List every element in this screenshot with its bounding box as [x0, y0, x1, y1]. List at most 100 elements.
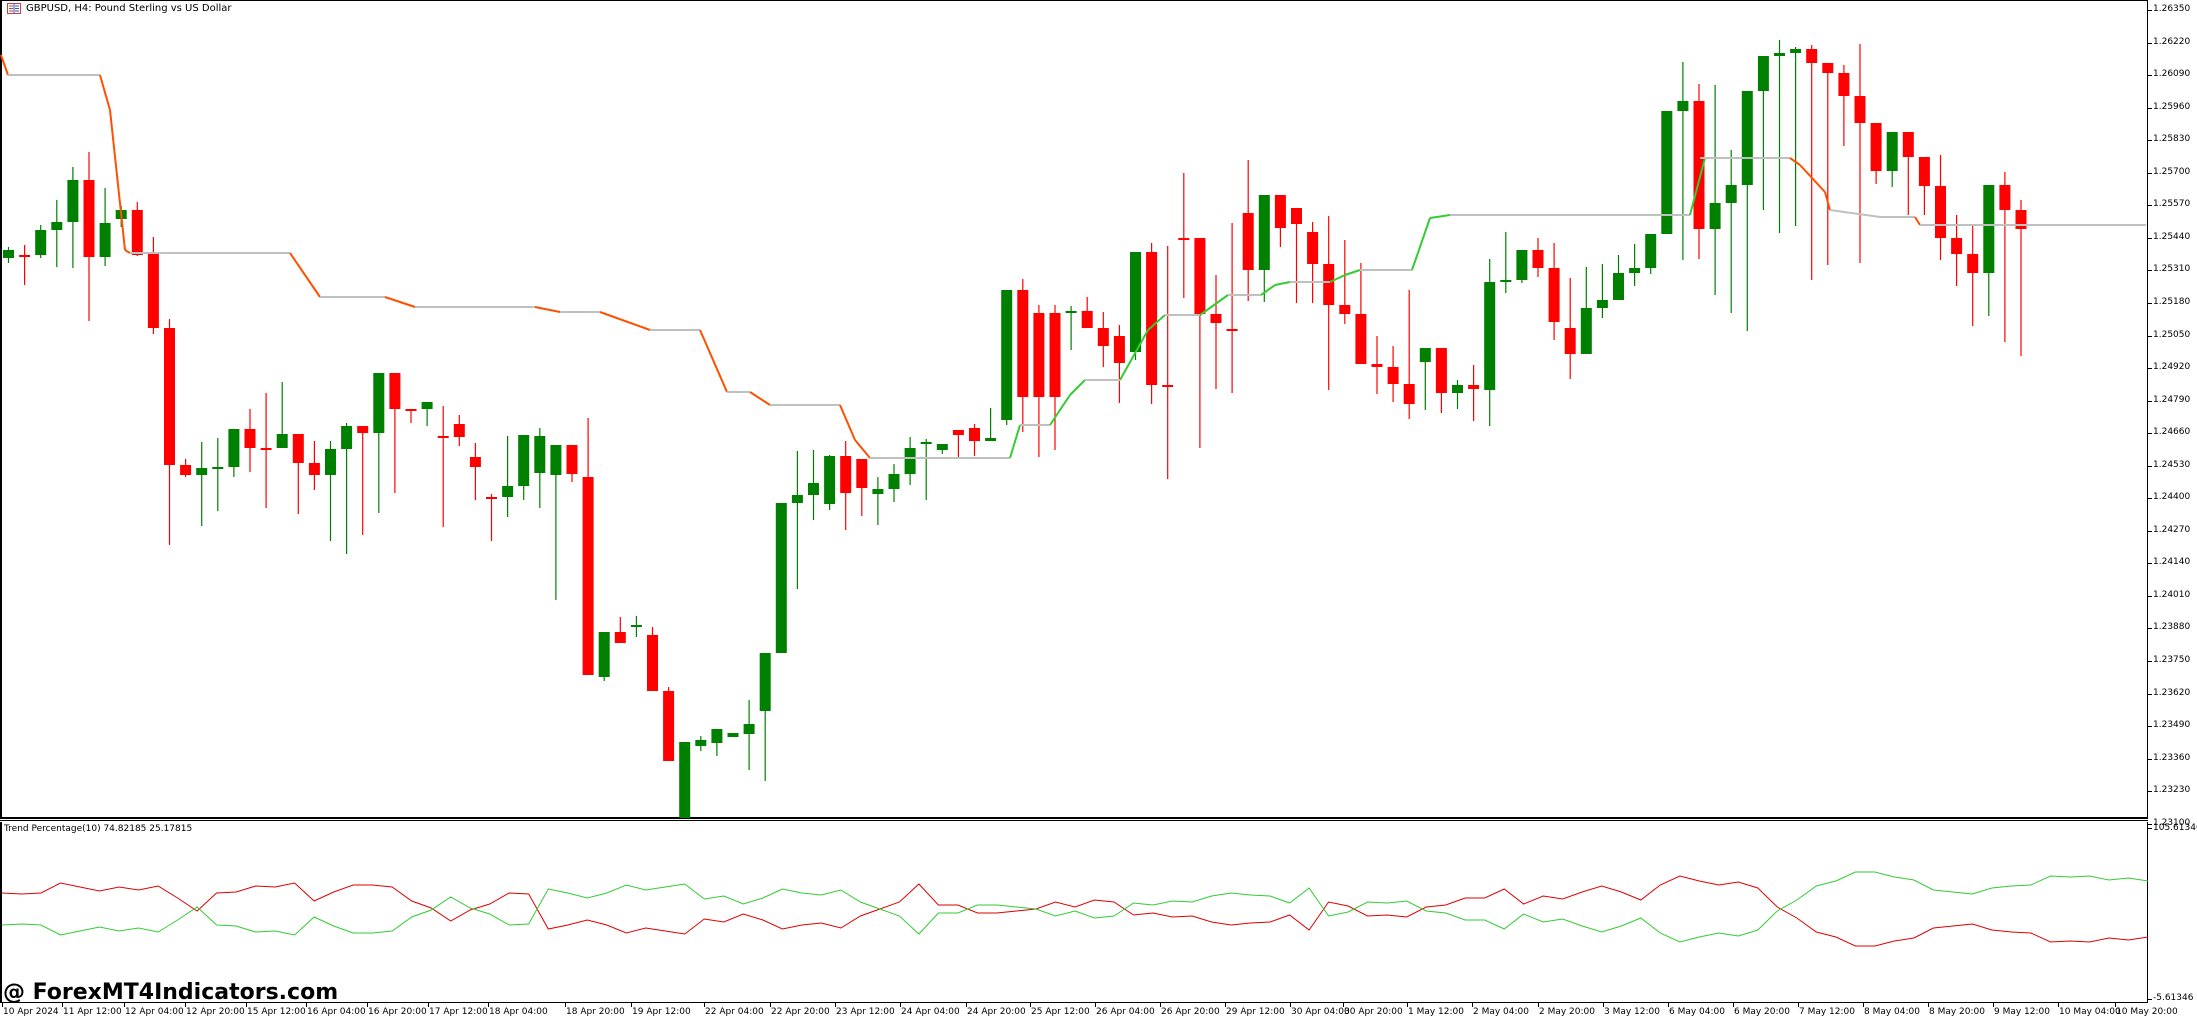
time-label: 22 Apr 20:00 [771, 1007, 830, 1017]
bull-candle [985, 438, 997, 441]
price-label: 1.25700 [2153, 167, 2191, 177]
bear-candle [1822, 63, 1834, 73]
price-tick [2148, 726, 2152, 727]
chart-title-text: GBPUSD, H4: Pound Sterling vs US Dollar [26, 3, 232, 14]
bull-candle [1774, 53, 1785, 56]
time-label: 23 Apr 12:00 [836, 1007, 895, 1017]
bear-candle [1033, 313, 1045, 397]
bull-candle [196, 468, 208, 475]
time-label: 16 Apr 20:00 [368, 1007, 427, 1017]
bear-candle [1049, 313, 1061, 397]
time-tick [1030, 1003, 1031, 1007]
price-tick [2148, 75, 2152, 76]
trend-percentage-chart [1, 871, 2148, 947]
indicator-min-tick [2148, 999, 2152, 1000]
time-tick [631, 1003, 632, 1007]
time-label: 2 May 20:00 [1539, 1007, 1595, 1017]
bull-candle [212, 467, 224, 469]
bull-candle [1258, 195, 1270, 270]
price-label: 1.25050 [2153, 330, 2191, 340]
price-tick [2148, 759, 2152, 760]
bear-candle [856, 459, 868, 488]
bear-candle [1242, 213, 1254, 270]
bear-candle [1951, 238, 1963, 254]
bear-candle [582, 477, 594, 675]
time-tick [1343, 1003, 1344, 1007]
price-tick [2148, 43, 2152, 44]
bull-candle [743, 724, 755, 734]
price-label: 1.23100 [2153, 818, 2191, 828]
bull-candle [711, 729, 723, 743]
time-tick [62, 1003, 63, 1007]
bear-candle [952, 430, 964, 435]
time-label: 10 May 04:00 [2059, 1007, 2121, 1017]
bear-candle [1918, 157, 1930, 186]
bear-candle [566, 445, 578, 474]
time-tick [306, 1003, 307, 1007]
bull-candle [1757, 56, 1769, 91]
time-tick [185, 1003, 186, 1007]
indicator-pane[interactable] [0, 822, 2148, 1003]
bull-candle [3, 250, 14, 258]
bear-candle [1339, 305, 1351, 314]
time-label: 7 May 12:00 [1799, 1007, 1855, 1017]
time-tick [488, 1003, 489, 1007]
bull-candle [727, 733, 739, 737]
pane-separator[interactable] [0, 817, 2148, 821]
bull-candle [1677, 101, 1689, 111]
price-label: 1.25830 [2153, 134, 2191, 144]
price-tick [2148, 368, 2152, 369]
time-label: 25 Apr 12:00 [1031, 1007, 1090, 1017]
time-tick [900, 1003, 901, 1007]
price-label: 1.23230 [2153, 785, 2191, 795]
bear-candle [405, 409, 417, 411]
time-tick [565, 1003, 566, 1007]
price-label: 1.24400 [2153, 492, 2191, 502]
price-label: 1.26220 [2153, 37, 2191, 47]
price-label: 1.24270 [2153, 525, 2191, 535]
price-tick [2148, 336, 2152, 337]
bull-candle [904, 448, 916, 474]
bull-candle [421, 402, 433, 409]
bear-candle [1870, 123, 1882, 171]
time-tick [1798, 1003, 1799, 1007]
time-tick [1290, 1003, 1291, 1007]
time-tick [1407, 1003, 1408, 1007]
bear-candle [469, 457, 481, 467]
bull-candle [936, 444, 948, 450]
price-tick [2148, 205, 2152, 206]
bear-candle [1806, 49, 1818, 63]
bear-candle [486, 497, 497, 499]
time-label: 19 Apr 12:00 [632, 1007, 691, 1017]
bull-candle [888, 474, 900, 489]
price-tick [2148, 303, 2152, 304]
price-label: 1.26090 [2153, 69, 2191, 79]
time-label: 18 Apr 20:00 [566, 1007, 625, 1017]
bull-candle [1001, 290, 1013, 420]
bear-candle [131, 210, 143, 255]
time-tick [1668, 1003, 1669, 1007]
bull-candle [1886, 132, 1898, 171]
time-label: 12 Apr 20:00 [186, 1007, 245, 1017]
time-tick [1603, 1003, 1604, 1007]
bear-candle [1435, 348, 1447, 393]
bull-candle [1725, 185, 1737, 203]
bull-candle [1661, 111, 1673, 234]
trend-down-line [1, 875, 2148, 947]
time-label: 12 Apr 04:00 [125, 1007, 184, 1017]
time-label: 26 Apr 04:00 [1096, 1007, 1155, 1017]
time-label: 10 Apr 2024 [3, 1007, 59, 1017]
bear-candle [1017, 290, 1029, 397]
bull-candle [1452, 385, 1463, 393]
price-chart-pane[interactable] [0, 0, 2148, 819]
time-label: 6 May 20:00 [1734, 1007, 1790, 1017]
time-label: 24 Apr 20:00 [967, 1007, 1026, 1017]
bull-candle [1419, 348, 1431, 362]
price-tick [2148, 108, 2152, 109]
time-tick [1095, 1003, 1096, 1007]
bear-candle [1854, 96, 1866, 123]
price-label: 1.24790 [2153, 395, 2191, 405]
bear-candle [1146, 252, 1158, 385]
time-tick [1538, 1003, 1539, 1007]
price-tick [2148, 824, 2152, 825]
